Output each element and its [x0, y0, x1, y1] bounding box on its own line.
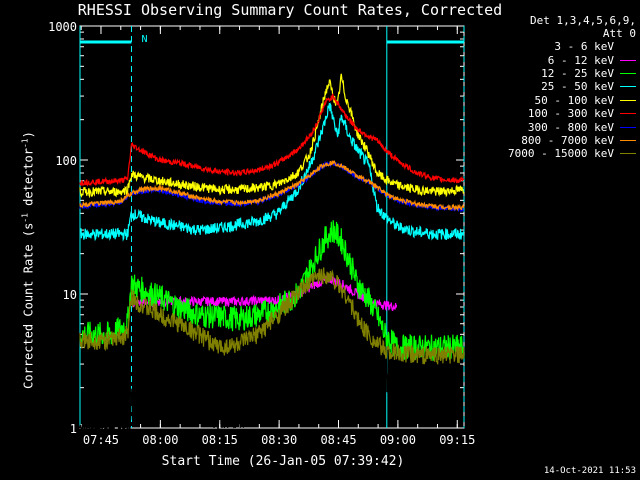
x-tick-label: 09:15: [439, 433, 475, 447]
legend-entry: 800 - 7000 keV: [484, 134, 636, 147]
series-line-12-25-kev: [79, 220, 465, 362]
legend-entry: 12 - 25 keV: [484, 67, 636, 80]
legend-entry-label: 50 - 100 keV: [534, 93, 614, 107]
legend-entry-label: 100 - 300 keV: [527, 107, 614, 121]
legend-entry: 3 - 6 keV: [484, 40, 636, 53]
legend-entry-swatch: [620, 46, 636, 48]
legend-header-attenuator: Att 0: [602, 27, 636, 40]
legend-entry: 6 - 12 keV: [484, 53, 636, 67]
timestamp: 14-Oct-2021 11:53: [543, 466, 636, 476]
y-tick-label: 1: [70, 422, 77, 436]
legend-entry-label: 25 - 50 keV: [541, 80, 614, 94]
y-axis-title-part: detector: [21, 148, 36, 214]
y-axis-title-exponent: -1: [20, 138, 30, 149]
chart-legend: Det 1,3,4,5,6,9, Att 0 3 - 6 keV 6 - 12 k…: [484, 14, 636, 161]
x-tick-label: 08:15: [202, 433, 238, 447]
x-tick-label: 08:30: [261, 433, 297, 447]
x-tick-label: 07:45: [83, 433, 119, 447]
series-line-25-50-kev: [79, 102, 465, 242]
legend-entry: 300 - 800 keV: [484, 120, 636, 134]
series-line-7000-15000-kev: [79, 267, 465, 365]
legend-entry: 25 - 50 keV: [484, 80, 636, 93]
y-axis-title: Corrected Count Rate (s-1 detector-1): [21, 131, 36, 389]
legend-entry: 7000 - 15000 keV: [484, 147, 636, 160]
legend-header-detectors: Det 1,3,4,5,6,9,: [530, 14, 636, 27]
legend-entry-swatch: [620, 59, 636, 61]
y-axis-title-part: Corrected Count Rate (s: [21, 222, 36, 389]
legend-entry-label: 6 - 12 keV: [547, 53, 614, 67]
x-tick-label: 08:45: [320, 433, 356, 447]
y-tick-label: 100: [55, 154, 77, 168]
legend-entry-swatch: [620, 113, 636, 115]
legend-entry-label: 12 - 25 keV: [541, 66, 614, 80]
chart-title: RHESSI Observing Summary Count Rates, Co…: [77, 1, 503, 19]
legend-entry: 50 - 100 keV: [484, 94, 636, 107]
legend-entry-label: 800 - 7000 keV: [521, 133, 614, 147]
series-line-100-300-kev: [79, 93, 465, 187]
legend-entry-swatch: [620, 153, 636, 155]
legend-entry-label: 3 - 6 keV: [554, 40, 614, 54]
legend-entry-swatch: [620, 99, 636, 101]
legend-entry-swatch: [620, 86, 636, 88]
x-tick-label: 08:00: [142, 433, 178, 447]
legend-entry-swatch: [620, 126, 636, 128]
legend-entry-swatch: [620, 72, 636, 74]
series-line-800-7000-kev: [79, 160, 465, 212]
y-tick-label: 1000: [48, 20, 77, 34]
x-tick-label: 09:00: [380, 433, 416, 447]
series-line-3-6-kev: [79, 281, 397, 430]
series-line-300-800-kev: [79, 160, 465, 213]
legend-entry-label: 7000 - 15000 keV: [508, 147, 614, 161]
y-axis-title-part: ): [21, 131, 36, 139]
saa-flag-label: N: [141, 34, 147, 45]
legend-entry-label: 300 - 800 keV: [527, 120, 614, 134]
legend-entry: 100 - 300 keV: [484, 107, 636, 120]
legend-entry-swatch: [620, 139, 636, 141]
y-tick-label: 10: [63, 288, 77, 302]
series-line-50-100-kev: [79, 73, 465, 199]
x-axis-title: Start Time (26-Jan-05 07:39:42): [161, 454, 405, 469]
y-axis-title-exponent: -1: [20, 213, 30, 223]
